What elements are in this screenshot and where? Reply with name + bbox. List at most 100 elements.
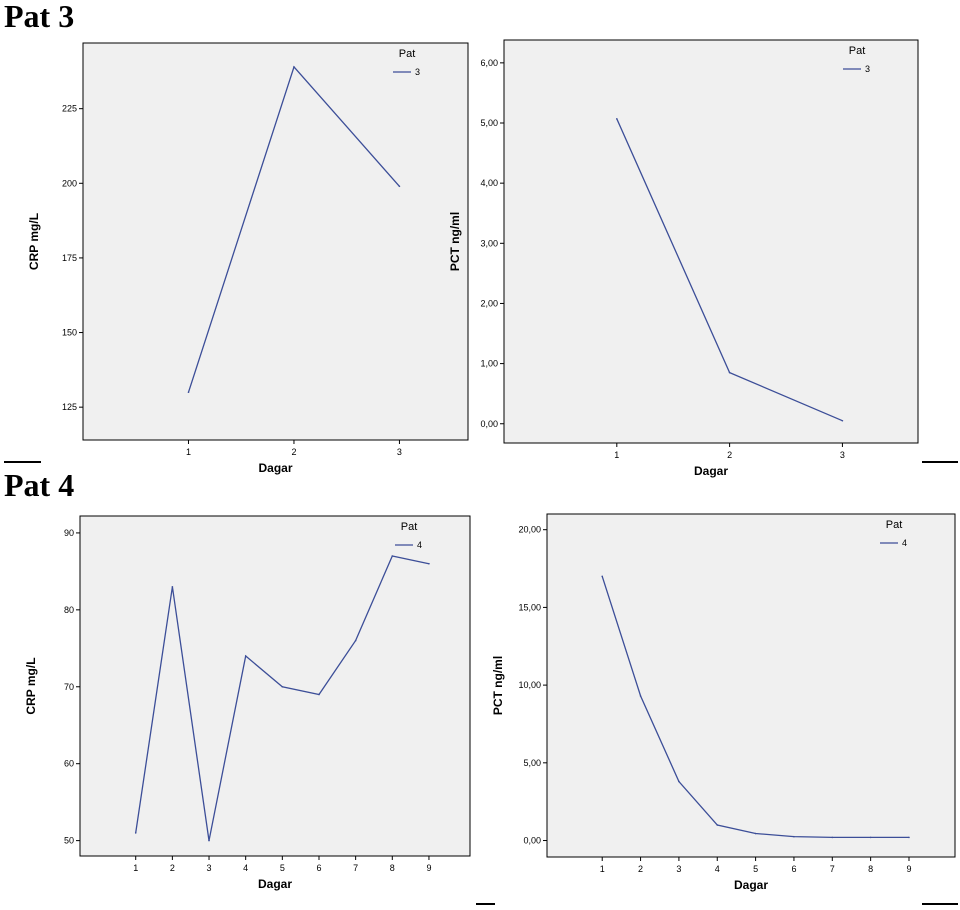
y-tick-label: 175: [62, 253, 77, 263]
y-tick-label: 3,00: [480, 238, 498, 248]
legend-entry: 3: [415, 67, 420, 77]
data-point: [601, 575, 604, 578]
data-point: [678, 780, 680, 783]
x-tick-label: 5: [280, 863, 285, 873]
y-tick-label: 20,00: [518, 525, 541, 535]
x-tick-label: 3: [397, 447, 402, 457]
y-tick-label: 200: [62, 178, 77, 188]
y-tick-label: 50: [64, 836, 74, 846]
data-point: [171, 585, 174, 588]
x-tick-label: 1: [614, 450, 619, 460]
chart-pat4-pct: 0,00 5,00 10,00 15,00 20,00 1 2 3 4 5 6 7 8 9 Dagar PCT…: [491, 513, 956, 892]
x-tick-label: 3: [207, 863, 212, 873]
data-point: [318, 693, 320, 696]
plot-area: [82, 42, 469, 441]
legend-title: Pat: [849, 45, 866, 57]
data-point: [639, 695, 642, 697]
y-tick-label: 2,00: [480, 298, 498, 308]
plot-area: [503, 39, 919, 444]
x-tick-label: 8: [390, 863, 395, 873]
chart-pat3-crp: 125 150 175 200 225 1 2 3 Dagar CRP mg/L Pat 3: [27, 42, 469, 475]
y-axis-label: CRP mg/L: [24, 657, 38, 714]
divider-rule: [922, 461, 958, 463]
y-axis-label: PCT ng/ml: [448, 212, 462, 271]
data-point: [187, 391, 190, 394]
y-axis-label: PCT ng/ml: [491, 656, 505, 715]
x-tick-label: 3: [840, 450, 845, 460]
y-tick-label: 60: [64, 759, 74, 769]
y-tick-label: 90: [64, 528, 74, 538]
x-tick-label: 2: [170, 863, 175, 873]
y-tick-label: 225: [62, 104, 77, 114]
data-point: [908, 836, 910, 839]
x-axis-label: Dagar: [734, 878, 768, 892]
section-title-pat-4: Pat 4: [4, 467, 75, 503]
x-tick-label: 1: [186, 447, 191, 457]
x-tick-label: 2: [638, 864, 643, 874]
x-tick-label: 6: [791, 864, 796, 874]
y-tick-label: 1,00: [480, 359, 498, 369]
chart-pat4-crp: 50 60 70 80 90 1 2 3 4 5 6 7 8 9 Dagar CRP mg/L Pat 4: [24, 515, 471, 891]
data-point: [841, 419, 844, 422]
legend-title: Pat: [886, 519, 903, 531]
plot-area: [546, 513, 956, 858]
y-axis-label: CRP mg/L: [27, 213, 41, 270]
data-point: [354, 639, 357, 642]
data-point: [869, 836, 872, 839]
x-tick-label: 2: [291, 447, 296, 457]
x-axis-label: Dagar: [258, 461, 292, 475]
data-point: [793, 835, 795, 838]
y-tick-label: 5,00: [523, 758, 541, 768]
y-tick-label: 70: [64, 682, 74, 692]
y-tick-label: 6,00: [480, 58, 498, 68]
legend-entry: 4: [902, 538, 907, 548]
y-tick-label: 5,00: [480, 118, 498, 128]
x-tick-label: 2: [727, 450, 732, 460]
data-point: [716, 824, 719, 826]
y-tick-label: 125: [62, 402, 77, 412]
x-tick-label: 1: [600, 864, 605, 874]
data-point: [398, 185, 401, 188]
x-tick-label: 3: [676, 864, 681, 874]
legend-entry: 4: [417, 540, 422, 550]
x-tick-label: 7: [830, 864, 835, 874]
data-point: [728, 371, 731, 374]
data-point: [391, 555, 394, 557]
x-axis-label: Dagar: [258, 877, 292, 891]
y-tick-label: 150: [62, 328, 77, 338]
data-point: [208, 839, 210, 842]
legend-title: Pat: [399, 48, 416, 60]
data-point: [293, 66, 295, 68]
x-tick-label: 7: [353, 863, 358, 873]
data-point: [281, 685, 284, 688]
x-axis-label: Dagar: [694, 464, 728, 478]
divider-rule: [4, 461, 41, 463]
data-point: [754, 832, 757, 835]
x-tick-label: 9: [426, 863, 431, 873]
data-point: [616, 117, 618, 120]
data-point: [831, 836, 834, 839]
legend-entry: 3: [865, 64, 870, 74]
legend-title: Pat: [401, 521, 418, 533]
y-tick-label: 15,00: [518, 602, 541, 612]
plot-area: [79, 515, 471, 857]
chart-pat3-pct: 0,00 1,00 2,00 3,00 4,00 5,00 6,00 1 2 3 Dagar PCT …: [448, 39, 919, 478]
divider-rule: [476, 903, 495, 905]
y-tick-label: 0,00: [480, 419, 498, 429]
data-point: [134, 832, 137, 834]
section-title-pat-3: Pat 3: [4, 0, 75, 34]
x-tick-label: 5: [753, 864, 758, 874]
y-tick-label: 80: [64, 605, 74, 615]
x-tick-label: 9: [906, 864, 911, 874]
y-tick-label: 10,00: [518, 680, 541, 690]
data-point: [244, 655, 247, 657]
y-tick-label: 4,00: [480, 178, 498, 188]
divider-rule: [922, 903, 958, 905]
y-tick-label: 0,00: [523, 836, 541, 846]
x-tick-label: 8: [868, 864, 873, 874]
data-point: [428, 562, 430, 565]
x-tick-label: 4: [715, 864, 720, 874]
x-tick-label: 4: [243, 863, 248, 873]
x-tick-label: 6: [316, 863, 321, 873]
x-tick-label: 1: [133, 863, 138, 873]
